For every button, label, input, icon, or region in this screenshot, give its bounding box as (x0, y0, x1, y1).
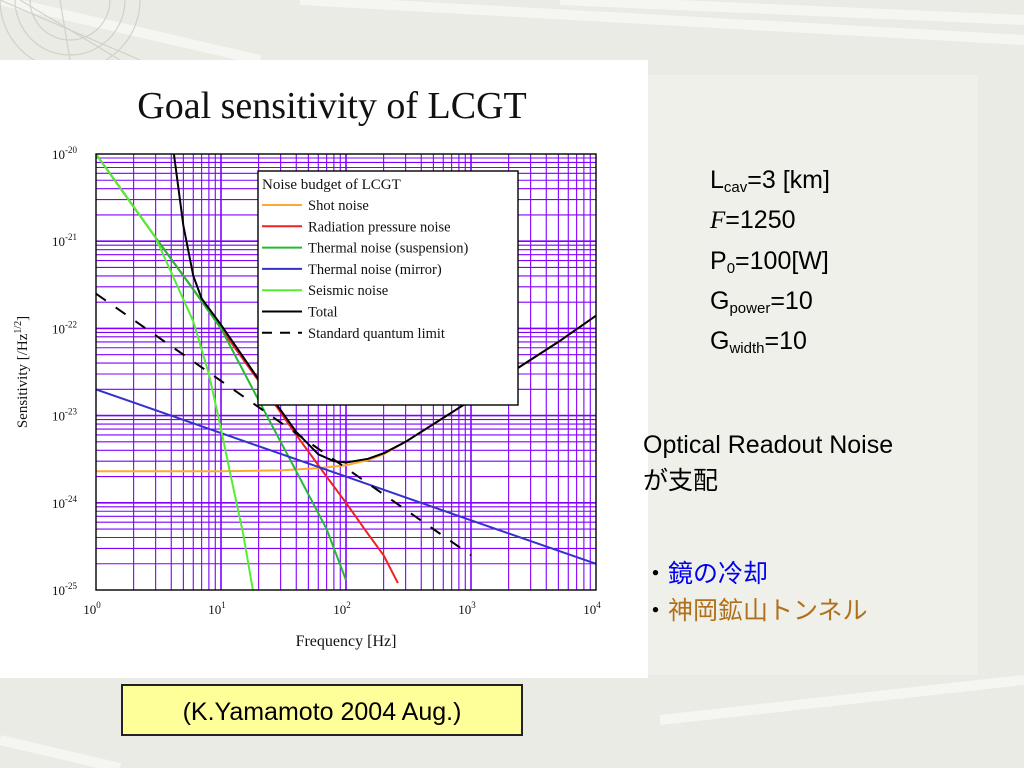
y-tick-label: 10-25 (52, 581, 77, 598)
chart-title: Goal sensitivity of LCGT (137, 85, 526, 127)
param-g-power: Gpower=10 (710, 281, 1010, 321)
x-tick-label: 104 (583, 600, 601, 617)
param-finesse: F=1250 (710, 200, 1010, 241)
readout-note: Optical Readout Noise が支配 (643, 427, 1013, 499)
param-value: =10 (764, 327, 807, 355)
param-l-cav: Lcav=3 [km] (710, 160, 1010, 200)
legend-entry-label: Shot noise (308, 198, 369, 214)
x-tick-exponent: 0 (96, 600, 101, 610)
param-subscript: cav (723, 179, 748, 196)
bullet-kamioka-tunnel: ・神岡鉱山トンネル (643, 593, 1013, 630)
x-axis-label: Frequency [Hz] (296, 633, 397, 650)
y-tick-label: 10-24 (52, 494, 77, 511)
y-tick-base: 10 (52, 409, 65, 424)
series-line-standard-quantum-limit (96, 292, 472, 557)
param-subscript: power (729, 300, 771, 317)
y-tick-label: 10-21 (52, 232, 77, 249)
y-tick-exponent: -22 (65, 319, 77, 329)
legend-entry-label: Seismic noise (308, 283, 388, 299)
x-tick-label: 100 (83, 600, 101, 617)
series-line-seismic-noise (96, 154, 254, 590)
bullet-marker: ・ (643, 597, 669, 625)
x-tick-base: 10 (208, 602, 221, 617)
y-tick-label: 10-20 (52, 145, 77, 162)
x-tick-exponent: 2 (346, 600, 351, 610)
x-tick-exponent: 1 (221, 600, 226, 610)
y-tick-exponent: -24 (65, 494, 77, 504)
x-tick-label: 102 (333, 600, 351, 617)
x-tick-label: 101 (208, 600, 226, 617)
y-tick-base: 10 (52, 234, 65, 249)
series-line-thermal-noise-mirror (96, 388, 596, 565)
param-subscript: width (729, 340, 765, 357)
legend-entry-label: Radiation pressure noise (308, 219, 451, 235)
param-symbol: F (710, 207, 726, 234)
x-tick-base: 10 (458, 602, 471, 617)
x-tick-base: 10 (583, 602, 596, 617)
readout-line-1: Optical Readout Noise (643, 431, 894, 459)
plot-frame (95, 153, 597, 591)
param-symbol: P (710, 247, 727, 275)
legend-entry-label: Thermal noise (mirror) (308, 262, 442, 278)
bullet-text: 鏡の冷却 (668, 560, 769, 588)
param-subscript: 0 (726, 260, 736, 277)
readout-line-2: が支配 (643, 467, 719, 495)
svg-text:Sensitivity [/Hz1/2]: Sensitivity [/Hz1/2] (13, 316, 31, 428)
series-line-thermal-noise-suspension (96, 154, 347, 581)
y-tick-label: 10-22 (52, 319, 77, 336)
param-p0: P0=100[W] (710, 241, 1010, 281)
param-g-width: Gwidth=10 (710, 321, 1010, 361)
legend: Noise budget of LCGT Shot noise Radiation… (257, 170, 519, 406)
bullet-mirror-cooling: ・鏡の冷却 (643, 556, 1013, 593)
legend-title: Noise budget of LCGT (262, 177, 401, 193)
x-tick-base: 10 (83, 602, 96, 617)
parameter-list: Lcav=3 [km] F=1250 P0=100[W] Gpower=10 G… (710, 160, 1010, 361)
legend-entry-label: Total (308, 305, 338, 321)
y-axis-label-end: ] (15, 316, 31, 321)
bullet-marker: ・ (643, 560, 669, 588)
y-axis-label-text: Sensitivity [/Hz (15, 333, 31, 428)
series-lines (96, 154, 596, 590)
y-axis-label-exponent: 1/2 (13, 321, 24, 334)
x-tick-label: 103 (458, 600, 476, 617)
param-value: =100[W] (735, 247, 829, 275)
y-tick-base: 10 (52, 147, 65, 162)
y-tick-exponent: -23 (65, 407, 77, 417)
legend-entry-label: Thermal noise (suspension) (308, 241, 468, 257)
param-symbol: G (710, 327, 730, 355)
citation-box: (K.Yamamoto 2004 Aug.) (121, 684, 523, 736)
x-tick-labels: 100 101 102 103 104 (83, 600, 601, 617)
bullet-list: ・鏡の冷却 ・神岡鉱山トンネル (643, 556, 1013, 630)
sensitivity-chart: Goal sensitivity of LCGT 100 101 102 103 104… (13, 85, 601, 650)
y-axis-label: Sensitivity [/Hz1/2] (13, 316, 31, 428)
param-value: =1250 (725, 206, 796, 234)
x-tick-base: 10 (333, 602, 346, 617)
param-symbol: L (710, 166, 724, 194)
y-tick-base: 10 (52, 496, 65, 511)
y-tick-label: 10-23 (52, 407, 77, 424)
param-value: =10 (770, 287, 813, 315)
param-symbol: G (710, 287, 730, 315)
y-tick-base: 10 (52, 321, 65, 336)
y-tick-exponent: -20 (65, 145, 77, 155)
bullet-text: 神岡鉱山トンネル (668, 597, 868, 625)
y-tick-base: 10 (52, 583, 65, 598)
y-tick-exponent: -21 (65, 232, 77, 242)
y-tick-exponent: -25 (65, 581, 77, 591)
legend-box (257, 170, 519, 406)
legend-entry-label: Standard quantum limit (308, 326, 445, 342)
x-tick-exponent: 3 (471, 600, 476, 610)
param-value: =3 [km] (747, 166, 830, 194)
x-tick-exponent: 4 (596, 600, 601, 610)
